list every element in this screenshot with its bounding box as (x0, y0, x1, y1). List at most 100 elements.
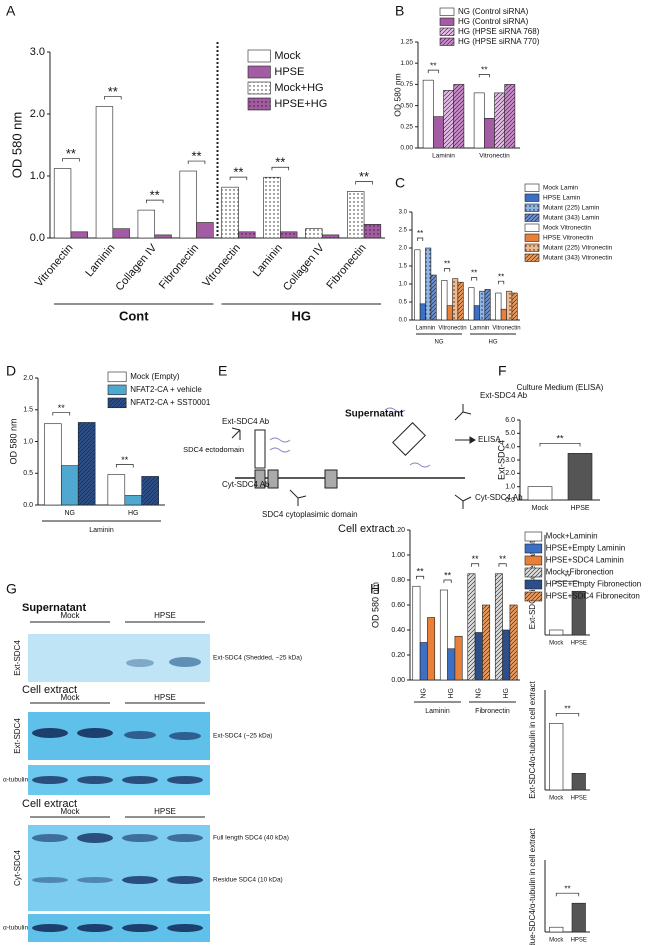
bar (468, 287, 475, 321)
legend-swatch (524, 579, 543, 590)
chart-title: Culture Medium (ELISA) (517, 383, 604, 392)
bar (44, 423, 62, 506)
diagram-label: SDC4 cytoplasimic domain (262, 510, 358, 519)
band (32, 834, 68, 842)
bar (419, 303, 426, 321)
x-tick-label: Vitronectin (33, 242, 75, 289)
bar (221, 186, 239, 239)
bar (141, 476, 159, 506)
significance-label: ** (564, 704, 570, 713)
legend-label: NG (Control siRNA) (458, 7, 529, 16)
legend-label: HPSE (274, 66, 304, 78)
y-tick-label: 3.0 (505, 457, 515, 464)
legend-label: HPSE Vitronectin (543, 235, 593, 242)
diagram-label: Cell extract (338, 523, 393, 535)
x-tick-label: NG (65, 510, 76, 517)
transmembrane (324, 469, 338, 489)
y-tick-label: 2.0 (505, 470, 515, 477)
legend-swatch (439, 7, 455, 16)
legend-label: HPSE+Empty Laminin (546, 544, 625, 553)
blot-label: Ext-SDC4 (13, 640, 22, 676)
x-tick-label: Laminin (83, 242, 117, 279)
band (32, 877, 68, 883)
blot-label: Mock (60, 807, 80, 816)
group-label: Laminin (425, 708, 450, 715)
legend-label: Mock+Laminin (546, 532, 598, 541)
significance-bracket (104, 96, 122, 100)
legend-swatch (524, 223, 540, 232)
y-tick-label: 1.00 (391, 552, 405, 559)
y-axis-label: OD 580 nm (370, 582, 380, 628)
legend-label: Mock (Empty) (130, 372, 180, 381)
legend-swatch (439, 37, 455, 46)
bar (500, 308, 507, 321)
bar (263, 176, 281, 239)
bar (363, 224, 382, 239)
legend-label: Mock Lamin (543, 185, 578, 192)
band (167, 924, 203, 932)
x-tick-label: Vitronectin (479, 153, 510, 160)
y-tick-label: 0.0 (23, 502, 33, 509)
significance-label: ** (564, 884, 570, 893)
significance-bracket (555, 580, 580, 585)
significance-bracket (555, 712, 580, 717)
blot-label: α-tubulin (3, 777, 28, 784)
panel-label: E (218, 363, 227, 379)
x-tick-label: HG (128, 510, 139, 517)
legend-label: Mutant (343) Vitronectin (543, 255, 613, 262)
legend-label: Mock+Fibronection (546, 568, 614, 577)
y-axis-label: Ext-SDC4 (496, 440, 506, 480)
x-tick-label: Vitronectin (492, 326, 520, 332)
x-tick-label: HG (448, 688, 455, 699)
significance-bracket (145, 199, 164, 204)
x-tick-label: Mock (549, 938, 564, 944)
band (122, 924, 158, 932)
bar (427, 617, 436, 681)
panel-label: H (370, 581, 380, 597)
blot-labels: Supernatant Mock HPSE Ext-SDC4 Ext-SDC4 … (3, 602, 302, 932)
y-tick-label: 1.0 (399, 282, 408, 288)
y-tick-label: 4.0 (505, 444, 515, 451)
y-tick-label: 2.5 (399, 228, 408, 234)
antibody (231, 427, 241, 440)
y-tick-label: 3.0 (30, 46, 45, 58)
x-tick-label: Mock (549, 641, 564, 647)
legend-label: HPSE Lamin (543, 195, 581, 202)
group-label: Laminin (89, 527, 114, 534)
bar (502, 629, 511, 681)
legend-label: HPSE+SDC4 Fibroneciton (546, 592, 640, 601)
significance-label: ** (472, 554, 480, 564)
x-tick-label: Vitronectin (438, 326, 466, 332)
x-tick-label: Vitronectin (200, 242, 242, 289)
significance-label: ** (275, 155, 285, 170)
bar (280, 231, 298, 239)
band (126, 659, 154, 667)
band (32, 924, 68, 932)
significance-label: ** (556, 434, 564, 444)
bar (419, 642, 428, 681)
band (122, 776, 158, 784)
bar (509, 604, 518, 681)
bar (549, 629, 564, 636)
blot-label: HPSE (154, 611, 176, 620)
significance-label: ** (481, 65, 488, 75)
blot-label: Cell extract (22, 798, 77, 810)
x-tick-label: Mock (532, 505, 549, 512)
bar (414, 249, 421, 321)
bar (479, 290, 486, 321)
legend-swatch (107, 384, 127, 396)
legend-swatch (439, 27, 455, 36)
bar (107, 474, 126, 506)
significance-bracket (427, 69, 439, 74)
significance-label: ** (108, 84, 118, 99)
bar (347, 191, 365, 239)
legend-label: Mock Vitronectin (543, 225, 591, 232)
bar (446, 305, 453, 321)
y-tick-label: 0.50 (400, 102, 413, 109)
bar (422, 79, 434, 149)
bar (483, 118, 495, 149)
bar (571, 902, 586, 933)
bar (473, 92, 485, 149)
shed-ectodomain (392, 422, 426, 456)
